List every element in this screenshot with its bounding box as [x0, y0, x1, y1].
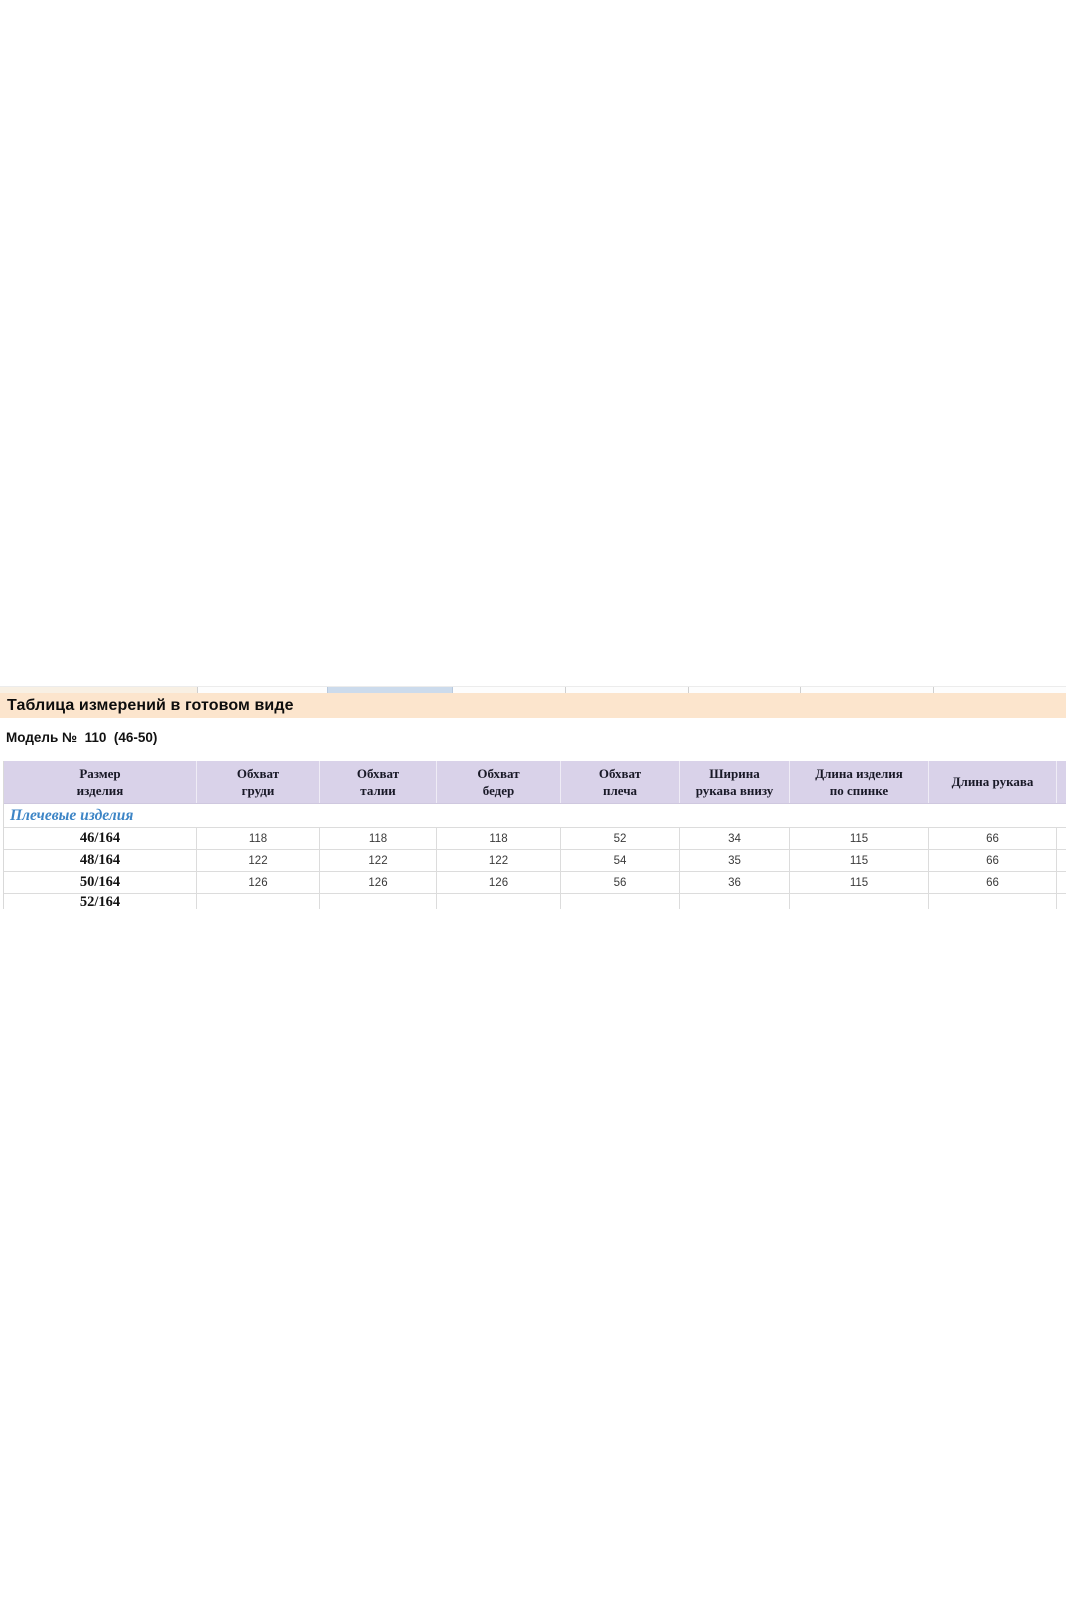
value-cell[interactable] — [437, 894, 561, 909]
table-row: 46/164 118 118 118 52 34 115 66 — [4, 828, 1066, 850]
table-title: Таблица измерений в готовом виде — [7, 696, 294, 714]
value-cell[interactable]: 118 — [320, 828, 437, 849]
header-cell-sleeve-length[interactable]: Длина рукава — [929, 761, 1057, 803]
value-cell[interactable] — [929, 894, 1057, 909]
value-cell[interactable] — [790, 894, 929, 909]
value-cell[interactable]: 36 — [680, 872, 790, 893]
table-title-cell[interactable]: Таблица измерений в готовом виде — [0, 693, 1066, 718]
strip-gridline — [933, 687, 934, 694]
value-cell[interactable]: 34 — [680, 828, 790, 849]
value-cell[interactable]: 122 — [437, 850, 561, 871]
value-cell[interactable]: 126 — [437, 872, 561, 893]
selected-cell-sliver[interactable] — [327, 687, 453, 694]
value-cell[interactable] — [561, 894, 680, 909]
value-cell[interactable]: 56 — [561, 872, 680, 893]
value-cell[interactable]: 122 — [197, 850, 320, 871]
measurements-table: Размер изделия Обхват груди Обхват талии… — [3, 761, 1066, 909]
clipped-cell — [1057, 850, 1066, 871]
value-cell[interactable]: 35 — [680, 850, 790, 871]
size-cell[interactable]: 48/164 — [4, 850, 197, 871]
value-cell[interactable]: 115 — [790, 872, 929, 893]
value-cell[interactable]: 122 — [320, 850, 437, 871]
clipped-row-strip — [0, 686, 1066, 694]
header-cell-size[interactable]: Размер изделия — [4, 761, 197, 803]
value-cell[interactable]: 118 — [197, 828, 320, 849]
table-row: 48/164 122 122 122 54 35 115 66 — [4, 850, 1066, 872]
clipped-cell — [1057, 872, 1066, 893]
size-cell[interactable]: 46/164 — [4, 828, 197, 849]
value-cell[interactable]: 54 — [561, 850, 680, 871]
value-cell[interactable] — [320, 894, 437, 909]
value-cell[interactable]: 126 — [197, 872, 320, 893]
clipped-cell — [1057, 828, 1066, 849]
value-cell[interactable]: 66 — [929, 850, 1057, 871]
value-cell[interactable]: 118 — [437, 828, 561, 849]
table-row: 52/164 — [4, 894, 1066, 909]
value-cell[interactable] — [680, 894, 790, 909]
size-cell[interactable]: 50/164 — [4, 872, 197, 893]
clipped-cell — [1057, 894, 1066, 909]
header-cell-back-length[interactable]: Длина изделия по спинке — [790, 761, 929, 803]
table-row: 50/164 126 126 126 56 36 115 66 — [4, 872, 1066, 894]
strip-gridline — [197, 687, 198, 694]
section-row[interactable]: Плечевые изделия — [4, 804, 1066, 828]
strip-gridline — [688, 687, 689, 694]
value-cell[interactable]: 126 — [320, 872, 437, 893]
size-cell[interactable]: 52/164 — [4, 894, 197, 909]
value-cell[interactable]: 52 — [561, 828, 680, 849]
strip-gridline — [565, 687, 566, 694]
clipped-cell-left — [0, 687, 197, 694]
section-label: Плечевые изделия — [10, 806, 134, 824]
value-cell[interactable]: 115 — [790, 850, 929, 871]
header-cell-clipped — [1057, 761, 1066, 803]
value-cell[interactable]: 115 — [790, 828, 929, 849]
table-header-row: Размер изделия Обхват груди Обхват талии… — [4, 761, 1066, 804]
model-label: Модель № 110 (46-50) — [6, 730, 158, 745]
header-cell-hips[interactable]: Обхват бедер — [437, 761, 561, 803]
value-cell[interactable]: 66 — [929, 872, 1057, 893]
header-cell-shoulder[interactable]: Обхват плеча — [561, 761, 680, 803]
header-cell-chest[interactable]: Обхват груди — [197, 761, 320, 803]
value-cell[interactable]: 66 — [929, 828, 1057, 849]
strip-gridline — [800, 687, 801, 694]
header-cell-waist[interactable]: Обхват талии — [320, 761, 437, 803]
value-cell[interactable] — [197, 894, 320, 909]
header-cell-sleeve-bottom-width[interactable]: Ширина рукава внизу — [680, 761, 790, 803]
